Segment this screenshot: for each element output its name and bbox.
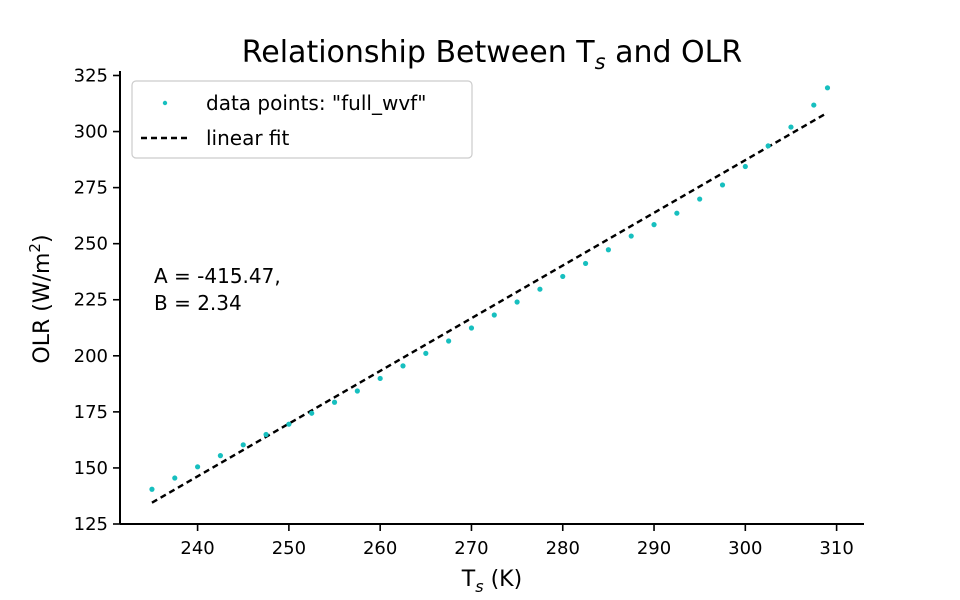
data-point	[331, 399, 338, 405]
data-point	[824, 85, 831, 91]
chart-title: Relationship Between Ts and OLR	[242, 35, 742, 74]
data-point	[811, 102, 817, 108]
legend-points-label: data points: "full_wvf"	[206, 91, 426, 115]
coefficient-b: B = 2.34	[154, 291, 242, 315]
data-point	[697, 196, 703, 202]
x-axis-label-subscript: s	[475, 577, 483, 596]
data-point	[423, 350, 429, 356]
data-point	[149, 486, 155, 492]
data-point	[194, 464, 201, 470]
x-tick-label: 250	[272, 538, 306, 559]
data-point	[172, 475, 178, 481]
x-tick-label: 280	[546, 538, 580, 559]
y-axis-label-suffix: )	[30, 234, 55, 243]
y-tick-label: 325	[74, 65, 108, 86]
legend: data points: "full_wvf" linear fit	[131, 80, 473, 159]
chart-title-subscript: s	[595, 50, 606, 74]
x-axis-label: Ts (K)	[461, 567, 522, 596]
y-axis-ticks: 125 150 175 200 225 250 275 300 325	[74, 65, 120, 535]
x-axis-label-main: T	[461, 567, 476, 592]
data-point	[582, 260, 589, 267]
y-tick-label: 300	[74, 122, 108, 143]
data-point	[468, 325, 475, 331]
data-point	[400, 363, 406, 369]
y-tick-label: 275	[74, 178, 108, 199]
y-tick-label: 250	[74, 234, 108, 255]
data-point	[788, 124, 794, 130]
data-point	[514, 299, 520, 305]
y-tick-label: 150	[74, 458, 108, 479]
y-axis-label-main: OLR (W/m	[30, 253, 55, 364]
data-point	[605, 247, 611, 253]
data-point	[674, 210, 680, 216]
data-point	[446, 338, 452, 344]
x-tick-label: 240	[180, 538, 214, 559]
y-axis-label-superscript: 2	[26, 243, 44, 253]
x-tick-label: 310	[819, 538, 853, 559]
data-point	[537, 286, 543, 292]
data-point	[377, 375, 383, 382]
x-axis-ticks: 240 250 260 270 280 290 300 310	[180, 524, 854, 559]
data-point	[491, 312, 497, 318]
x-tick-label: 300	[728, 538, 762, 559]
legend-box	[131, 80, 473, 159]
linear-fit-line	[151, 111, 829, 504]
data-points-layer	[149, 85, 831, 492]
data-point	[286, 421, 292, 427]
data-point	[309, 410, 315, 416]
chart-title-main: Relationship Between T	[242, 35, 595, 70]
data-point	[560, 273, 566, 280]
data-point	[354, 388, 360, 394]
x-tick-label: 270	[454, 538, 488, 559]
x-tick-label: 290	[637, 538, 671, 559]
y-tick-label: 225	[74, 290, 108, 311]
y-tick-label: 125	[74, 514, 108, 535]
y-tick-label: 175	[74, 402, 108, 423]
data-point	[217, 453, 224, 459]
data-point	[742, 163, 748, 170]
legend-points-marker	[162, 100, 168, 106]
x-tick-label: 260	[363, 538, 397, 559]
x-axis-label-suffix: (K)	[484, 567, 523, 592]
data-point	[719, 182, 726, 188]
y-tick-label: 200	[74, 346, 108, 367]
legend-fit-label: linear fit	[206, 126, 290, 150]
y-axis-label: OLR (W/m2)	[26, 234, 55, 363]
coefficient-a: A = -415.47,	[154, 264, 281, 288]
data-point	[651, 222, 657, 228]
chart-title-suffix: and OLR	[606, 35, 743, 70]
data-point	[240, 442, 246, 448]
data-point	[765, 143, 771, 149]
fit-line-layer	[151, 111, 829, 504]
data-point	[263, 431, 269, 438]
fit-coefficients-annotation: A = -415.47, B = 2.34	[154, 264, 287, 315]
data-point	[628, 233, 634, 239]
